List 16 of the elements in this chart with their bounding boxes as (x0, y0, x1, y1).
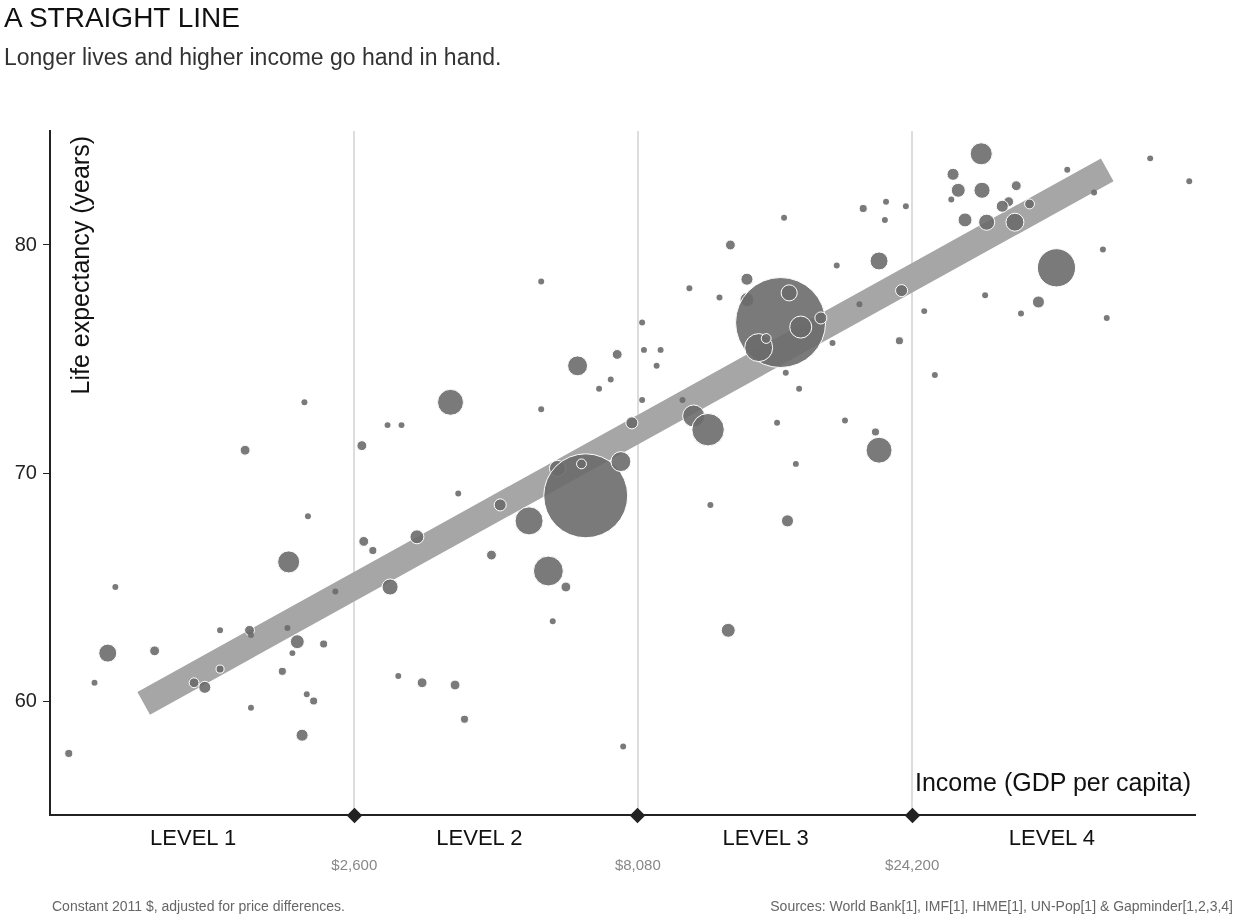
x-tick-label: $2,600 (331, 856, 378, 874)
text: LEVEL 1 (149, 825, 238, 851)
source-note: Sources: World Bank[1], IMF[1], IHME[1], UN-Pop[1] & Gapminder[1,2,3,4] (770, 898, 1233, 914)
text: LEVEL 4 (1007, 825, 1096, 851)
text: Constant 2011 $, adjusted for price differences. (52, 898, 345, 914)
x-tick-label: $24,200 (885, 856, 940, 874)
text: LEVEL 2 (435, 825, 524, 851)
y-tick-label: 70 (14, 460, 37, 483)
chart-subtitle: Longer lives and higher income go hand in hand. (4, 44, 502, 71)
y-axis-title: Life expectancy (years) (65, 136, 94, 395)
y-tick-label: 80 (14, 232, 37, 255)
x-axis-title: Income (GDP per capita) (914, 768, 1191, 797)
chart-title: A STRAIGHT LINE (4, 2, 240, 34)
text: LEVEL 3 (721, 825, 810, 851)
y-tick-label: 60 (14, 688, 37, 711)
x-tick-label: $8,080 (614, 856, 661, 874)
